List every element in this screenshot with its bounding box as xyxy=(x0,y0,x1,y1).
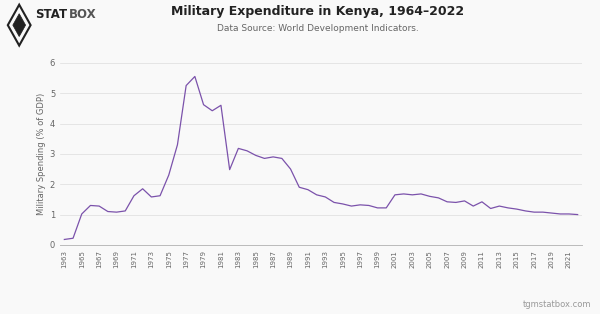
Text: STAT: STAT xyxy=(35,8,67,21)
Text: Military Expenditure in Kenya, 1964–2022: Military Expenditure in Kenya, 1964–2022 xyxy=(172,5,464,18)
Text: BOX: BOX xyxy=(69,8,97,21)
Y-axis label: Military Spending (% of GDP): Military Spending (% of GDP) xyxy=(37,93,46,215)
Text: tgmstatbox.com: tgmstatbox.com xyxy=(523,300,591,309)
Polygon shape xyxy=(13,14,26,36)
Text: Data Source: World Development Indicators.: Data Source: World Development Indicator… xyxy=(217,24,419,33)
